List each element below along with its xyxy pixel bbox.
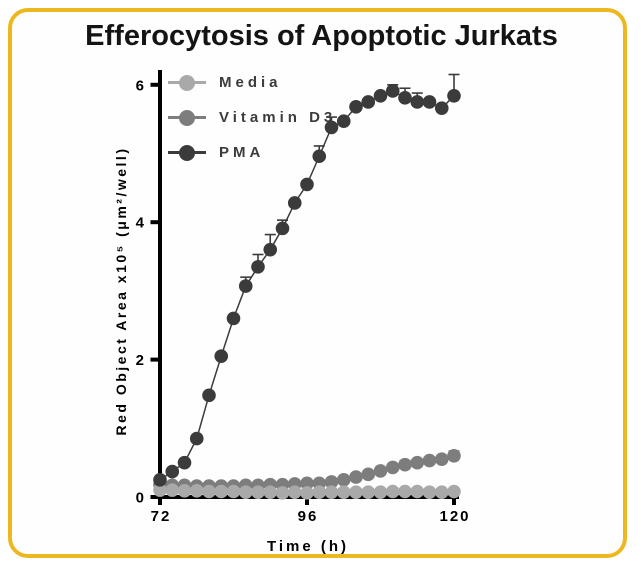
legend: Media Vitamin D3 PMA [168, 74, 336, 179]
pma-point [434, 101, 449, 115]
media-point [361, 485, 376, 499]
media-point [349, 485, 363, 499]
media-point [300, 486, 314, 500]
pma-point [287, 196, 302, 210]
vitamin-d3-marker-icon [168, 109, 206, 126]
pma-point [361, 95, 376, 109]
legend-label-media: Media [219, 74, 282, 91]
pma-point [373, 88, 388, 103]
y-axis-label: Red Object Area x10⁵ (μm²/well) [113, 146, 129, 436]
pma-point [385, 84, 400, 98]
media-point [165, 483, 180, 497]
y-tick-label: 2 [136, 352, 144, 369]
pma-point [300, 177, 314, 192]
vitamin-d3-point [300, 476, 314, 491]
media-point [214, 484, 229, 499]
media-point [410, 484, 425, 499]
vitamin-d3-point [361, 467, 376, 482]
vitamin-d3-point [385, 460, 400, 475]
media-point [238, 485, 253, 499]
x-axis-label: Time (h) [266, 538, 350, 555]
media-point [263, 485, 278, 499]
media-point [202, 484, 216, 499]
x-tick-label: 72 [151, 508, 172, 525]
legend-label-pma: PMA [219, 144, 265, 161]
media-marker-icon [168, 74, 206, 91]
pma-point [165, 464, 180, 479]
pma-point [189, 431, 204, 446]
legend-item-pma: PMA [168, 144, 336, 161]
vitamin-d3-point [324, 475, 339, 489]
vitamin-d3-point [336, 473, 351, 487]
pma-marker-icon [168, 144, 206, 161]
media-point [251, 485, 265, 499]
pma-point [238, 279, 253, 293]
vitamin-d3-point [373, 464, 388, 478]
figure-card [8, 8, 627, 558]
pma-point [275, 221, 290, 236]
media-point [434, 485, 449, 499]
media-point [373, 485, 388, 499]
vitamin-d3-point [349, 470, 363, 484]
pma-point [336, 114, 351, 129]
media-point [312, 485, 327, 499]
media-point [398, 484, 412, 499]
legend-label-vitamin-d3: Vitamin D3 [219, 109, 337, 126]
media-point [189, 484, 204, 498]
pma-point [153, 473, 167, 487]
pma-point [398, 91, 412, 105]
media-point [385, 484, 400, 499]
media-point [324, 485, 339, 499]
media-point [447, 484, 461, 499]
media-point [226, 484, 241, 499]
pma-point [214, 349, 229, 363]
vitamin-d3-point [447, 448, 461, 463]
pma-point [324, 120, 339, 135]
pma-point [447, 88, 461, 103]
pma-point [251, 260, 265, 274]
media-point [336, 485, 351, 499]
media-point [153, 483, 167, 497]
pma-point [422, 95, 437, 109]
pma-point [263, 242, 278, 257]
pma-point [410, 95, 425, 109]
pma-point [349, 99, 363, 114]
legend-item-vitamin-d3: Vitamin D3 [168, 109, 336, 126]
vitamin-d3-point [398, 457, 412, 472]
vitamin-d3-point [422, 453, 437, 468]
chart-title: Efferocytosis of Apoptotic Jurkats [85, 20, 558, 52]
y-tick-label: 6 [136, 77, 144, 94]
vitamin-d3-point [434, 452, 449, 467]
media-point [287, 485, 302, 499]
legend-item-media: Media [168, 74, 336, 91]
x-tick-label: 120 [439, 508, 470, 525]
y-tick-label: 0 [136, 490, 144, 507]
media-point [177, 484, 192, 498]
x-tick-label: 96 [298, 508, 319, 525]
media-point [275, 486, 290, 500]
pma-point [177, 455, 192, 470]
pma-point [312, 149, 327, 164]
media-point [422, 485, 437, 499]
y-tick-label: 4 [136, 215, 145, 232]
pma-point [226, 311, 241, 326]
vitamin-d3-point [410, 455, 425, 470]
pma-point [202, 388, 216, 403]
